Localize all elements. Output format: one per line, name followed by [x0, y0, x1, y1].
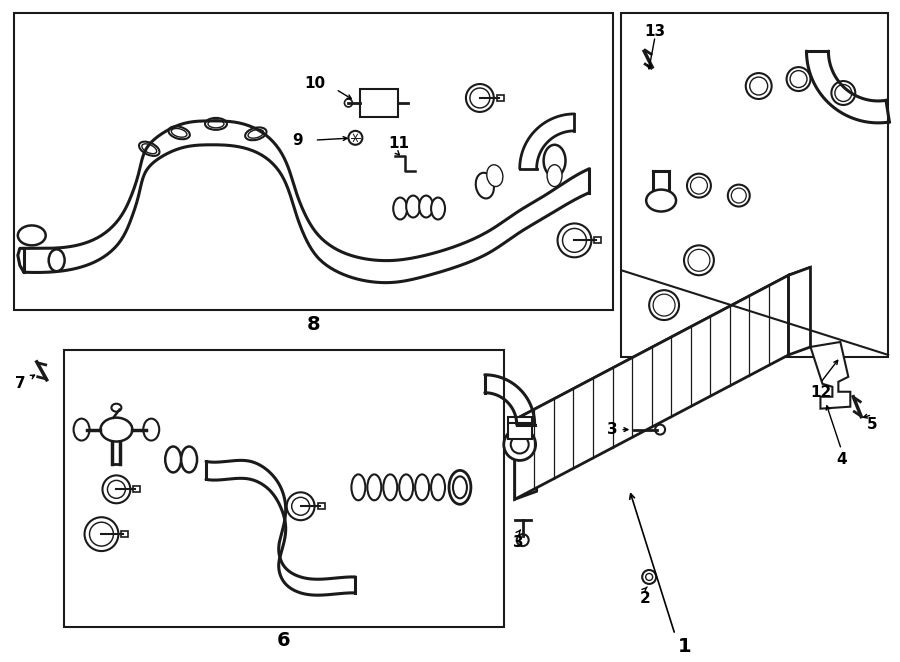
Ellipse shape: [510, 436, 528, 453]
Ellipse shape: [487, 165, 503, 187]
Ellipse shape: [166, 446, 181, 473]
Ellipse shape: [74, 418, 89, 440]
Ellipse shape: [431, 197, 445, 220]
Text: 10: 10: [304, 75, 326, 91]
Ellipse shape: [348, 131, 363, 145]
Bar: [318, 503, 325, 509]
Polygon shape: [788, 267, 811, 355]
Text: 11: 11: [388, 136, 410, 152]
Bar: [122, 531, 129, 537]
Ellipse shape: [89, 522, 113, 546]
Ellipse shape: [547, 165, 562, 187]
Ellipse shape: [367, 475, 382, 500]
Ellipse shape: [750, 77, 768, 95]
Ellipse shape: [351, 475, 365, 500]
Ellipse shape: [645, 573, 652, 581]
Ellipse shape: [103, 475, 130, 503]
Bar: [621, 13, 888, 357]
Bar: [508, 416, 532, 438]
Ellipse shape: [248, 130, 264, 138]
Text: 13: 13: [644, 24, 666, 39]
Ellipse shape: [406, 195, 420, 218]
Ellipse shape: [790, 71, 807, 87]
Ellipse shape: [208, 120, 224, 128]
Ellipse shape: [557, 224, 591, 258]
Bar: [64, 350, 504, 627]
Ellipse shape: [732, 188, 746, 203]
Text: 2: 2: [640, 591, 651, 606]
Ellipse shape: [562, 228, 587, 252]
Text: 3: 3: [513, 535, 524, 549]
Ellipse shape: [143, 418, 159, 440]
Ellipse shape: [476, 173, 494, 199]
Ellipse shape: [470, 88, 490, 108]
Ellipse shape: [684, 246, 714, 275]
Bar: [594, 238, 601, 244]
Ellipse shape: [139, 142, 159, 156]
Ellipse shape: [835, 85, 851, 101]
Ellipse shape: [646, 189, 676, 211]
Ellipse shape: [383, 475, 397, 500]
Ellipse shape: [142, 144, 157, 154]
Ellipse shape: [687, 173, 711, 197]
Ellipse shape: [112, 404, 122, 412]
Ellipse shape: [504, 428, 536, 461]
Ellipse shape: [101, 418, 132, 442]
Ellipse shape: [787, 67, 811, 91]
Text: 8: 8: [307, 314, 320, 334]
Ellipse shape: [287, 493, 315, 520]
Polygon shape: [515, 267, 811, 420]
Ellipse shape: [292, 497, 310, 515]
Ellipse shape: [449, 471, 471, 504]
Text: 4: 4: [836, 452, 847, 467]
Text: 9: 9: [292, 133, 302, 148]
Ellipse shape: [415, 475, 429, 500]
Polygon shape: [515, 412, 536, 499]
Ellipse shape: [544, 145, 565, 177]
Ellipse shape: [832, 81, 855, 105]
Ellipse shape: [205, 118, 227, 130]
Ellipse shape: [85, 517, 119, 551]
Bar: [360, 89, 398, 117]
Ellipse shape: [746, 73, 771, 99]
Polygon shape: [811, 342, 850, 408]
Ellipse shape: [655, 424, 665, 434]
Ellipse shape: [431, 475, 445, 500]
Ellipse shape: [453, 477, 467, 498]
Ellipse shape: [49, 250, 65, 271]
Text: 7: 7: [14, 376, 25, 391]
Ellipse shape: [393, 197, 407, 220]
Polygon shape: [515, 275, 788, 499]
Ellipse shape: [107, 481, 125, 498]
Ellipse shape: [181, 446, 197, 473]
Ellipse shape: [245, 127, 266, 140]
Ellipse shape: [643, 570, 656, 584]
Ellipse shape: [517, 534, 528, 546]
Text: 3: 3: [607, 422, 617, 437]
Text: 5: 5: [867, 417, 877, 432]
Ellipse shape: [653, 294, 675, 316]
Ellipse shape: [400, 475, 413, 500]
Ellipse shape: [649, 290, 679, 320]
Ellipse shape: [18, 226, 46, 246]
Text: 6: 6: [277, 631, 291, 650]
Ellipse shape: [345, 99, 353, 107]
Ellipse shape: [171, 128, 187, 137]
Text: 1: 1: [679, 637, 692, 656]
Text: 12: 12: [810, 385, 831, 401]
Ellipse shape: [466, 84, 494, 112]
Ellipse shape: [419, 195, 433, 218]
Ellipse shape: [688, 250, 710, 271]
Ellipse shape: [168, 126, 190, 139]
Ellipse shape: [690, 177, 707, 194]
Ellipse shape: [728, 185, 750, 207]
Bar: [133, 487, 140, 493]
Bar: [497, 95, 504, 101]
Bar: [14, 13, 613, 310]
